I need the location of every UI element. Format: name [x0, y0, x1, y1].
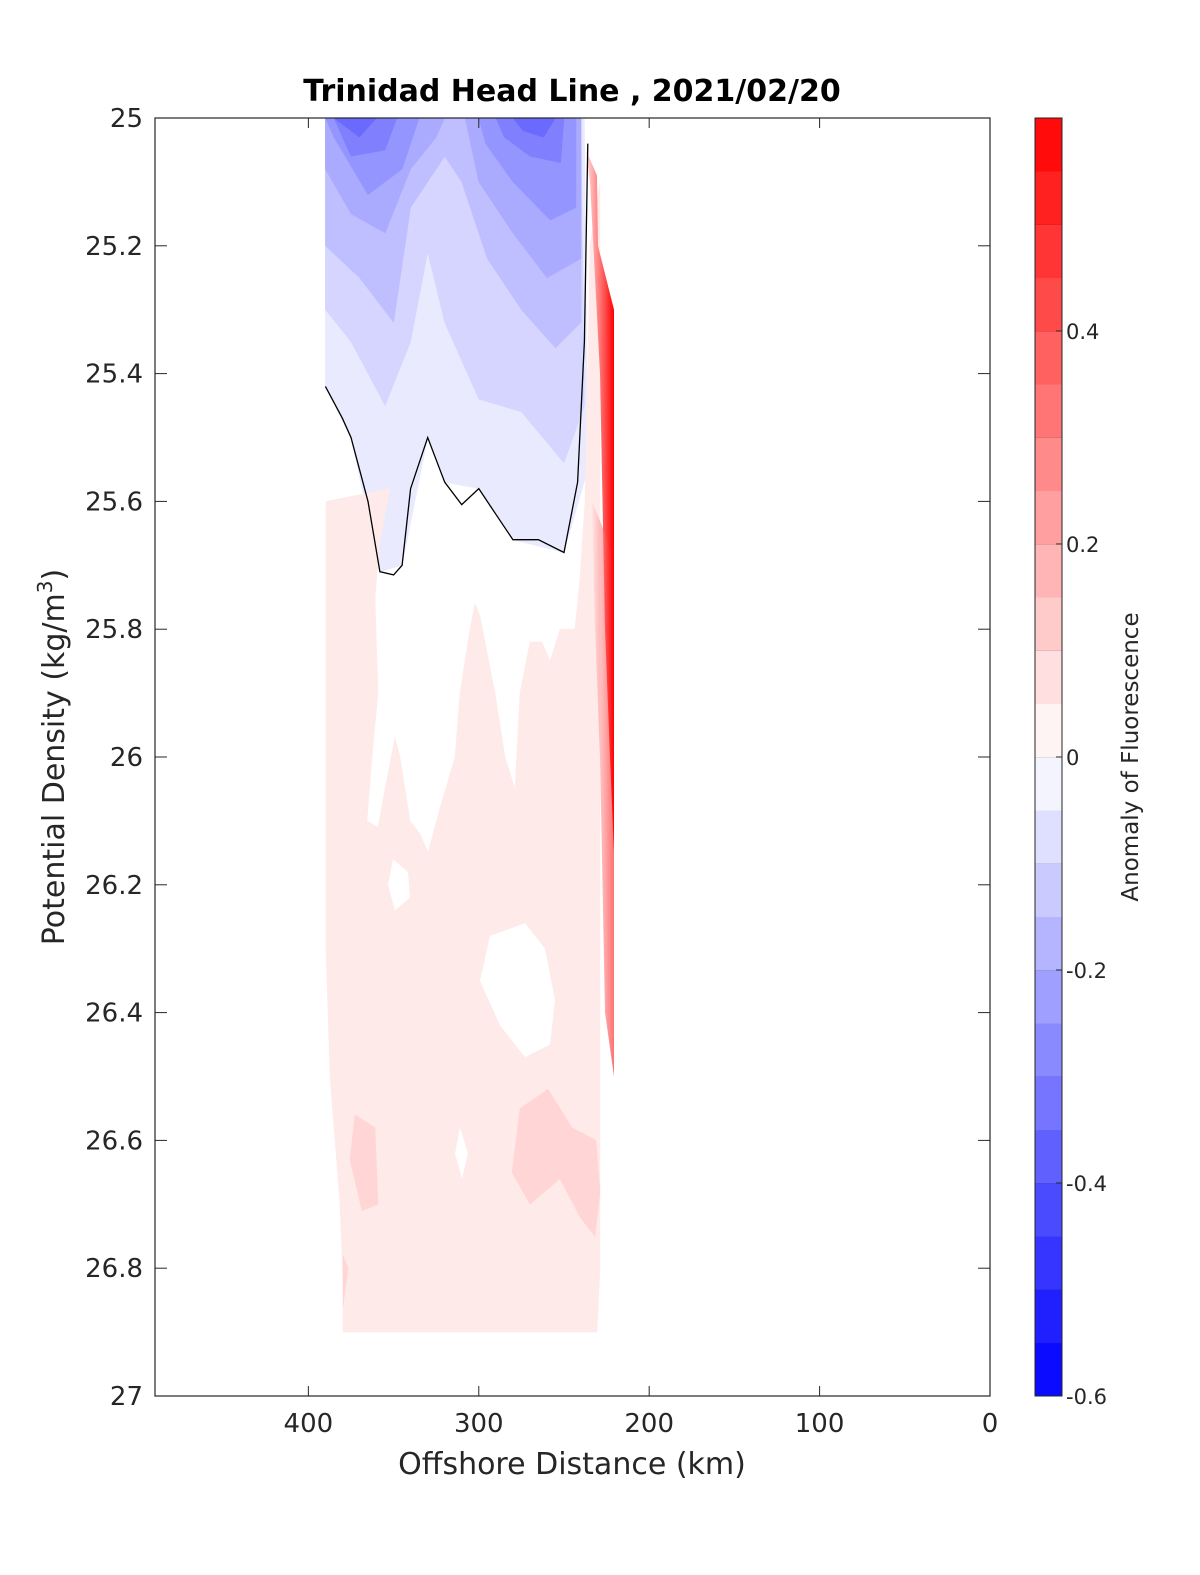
colorbar-band	[1035, 1076, 1062, 1131]
colorbar-label: Anomaly of Fluorescence	[1118, 612, 1144, 901]
colorbar-band	[1035, 1183, 1062, 1237]
colorbar-band	[1035, 490, 1062, 545]
anomaly-region-13	[511, 1088, 601, 1237]
colorbar-tick-label: -0.4	[1066, 1172, 1107, 1196]
anomaly-region-14	[342, 1255, 349, 1307]
colorbar-band	[1035, 703, 1062, 758]
colorbar-band	[1035, 331, 1062, 385]
colorbar-band	[1035, 437, 1062, 492]
colorbar-band	[1035, 118, 1062, 172]
x-axis-ticks: 400 300 200 100 0	[284, 118, 999, 1439]
y-axis-label-sup: 3	[33, 580, 57, 593]
colorbar-tick-label: 0.4	[1066, 320, 1099, 344]
colorbar-band	[1035, 916, 1062, 971]
zero-contour-line	[324, 143, 589, 576]
x-tick-label: 300	[454, 1409, 504, 1439]
x-axis-label: Offshore Distance (km)	[398, 1447, 746, 1482]
x-tick-label: 400	[284, 1409, 334, 1439]
chart-title: Trinidad Head Line , 2021/02/20	[303, 74, 840, 109]
colorbar-band	[1035, 597, 1062, 651]
colorbar-band	[1035, 810, 1062, 864]
colorbar-band	[1035, 224, 1062, 279]
y-tick-label: 26.4	[85, 999, 143, 1029]
y-tick-label: 26.2	[85, 871, 143, 901]
nearshore-red-band	[586, 150, 614, 1077]
x-tick-label: 200	[624, 1409, 674, 1439]
colorbar	[1034, 117, 1063, 1397]
white-hole-2	[455, 1127, 468, 1179]
colorbar-band	[1035, 650, 1062, 705]
anomaly-holes	[388, 859, 555, 1179]
colorbar-ticks: -0.6 -0.4 -0.2 0 0.2 0.4	[1056, 320, 1107, 1409]
colorbar-band	[1035, 863, 1062, 918]
colorbar-band	[1035, 970, 1062, 1024]
x-tick-label: 100	[795, 1409, 845, 1439]
colorbar-band	[1035, 1129, 1062, 1184]
y-tick-label: 26.6	[85, 1126, 143, 1156]
colorbar-tick-label: -0.2	[1066, 959, 1107, 983]
y-tick-label: 25.6	[85, 487, 143, 517]
colorbar-band	[1035, 1289, 1062, 1344]
y-tick-label: 25.2	[85, 232, 143, 262]
colorbar-band	[1035, 1236, 1062, 1290]
anomaly-region-12	[349, 1114, 379, 1212]
anomaly-region-9	[333, 118, 377, 138]
colorbar-band	[1035, 384, 1062, 438]
red-band-lower	[592, 501, 614, 1077]
y-tick-label: 27	[110, 1382, 143, 1412]
white-hole-1	[480, 923, 555, 1058]
y-axis-label-tail: )	[37, 569, 72, 581]
y-tick-label: 25.8	[85, 615, 143, 645]
colorbar-tick-label: 0	[1066, 746, 1079, 770]
colorbar-tick-label: -0.6	[1066, 1385, 1107, 1409]
y-axis-ticks: 25 25.2 25.4 25.6 25.8 26 26.2 26.4 26.6 26.8 27	[85, 104, 990, 1412]
colorbar-band	[1035, 171, 1062, 225]
y-tick-label: 25	[110, 104, 143, 134]
colorbar-band	[1035, 757, 1062, 811]
y-axis-label: Potential Density (kg/m3)	[33, 569, 72, 945]
y-tick-label: 26	[110, 743, 143, 773]
y-tick-label: 25.4	[85, 360, 143, 390]
colorbar-band	[1035, 1342, 1062, 1397]
colorbar-tick-label: 0.2	[1066, 533, 1099, 557]
y-tick-label: 26.8	[85, 1254, 143, 1284]
colorbar-band	[1035, 277, 1062, 332]
colorbar-band	[1035, 1023, 1062, 1077]
y-axis-label-base: Potential Density (kg/m	[37, 593, 72, 945]
anomaly-region-10	[512, 118, 556, 138]
colorbar-band	[1035, 544, 1062, 598]
x-tick-label: 0	[982, 1409, 999, 1439]
white-hole-0	[388, 859, 410, 911]
